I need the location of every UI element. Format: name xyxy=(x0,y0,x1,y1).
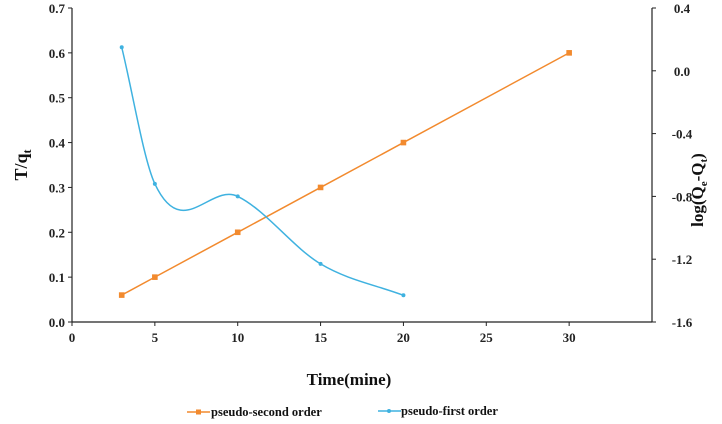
series-line-1 xyxy=(120,47,404,297)
y2-axis-title-part3: ) xyxy=(688,153,707,159)
y2-tick-label-0.0: 0.0 xyxy=(674,64,690,79)
series-1-point-1 xyxy=(152,181,157,186)
series-1-point-4 xyxy=(401,293,406,298)
series-0-point-3 xyxy=(317,184,324,191)
x-tick-label-5: 5 xyxy=(152,330,159,345)
series-0-point-4 xyxy=(400,139,407,146)
legend-marker-second-order xyxy=(196,409,201,415)
y-axis-title-sub: t xyxy=(20,149,34,153)
axes xyxy=(71,8,653,323)
series-1-point-0 xyxy=(119,45,124,50)
series-1-point-2 xyxy=(235,194,240,199)
y-tick-label-0.0: 0.0 xyxy=(49,315,65,330)
y2-axis-title-part1: log(Q xyxy=(688,186,707,227)
x-tick-label-25: 25 xyxy=(480,330,494,345)
series-0-point-2 xyxy=(234,229,241,236)
x-tick-label-15: 15 xyxy=(314,330,328,345)
series-1-point-3 xyxy=(318,261,323,266)
y2-axis-title-sub1: e xyxy=(698,181,710,186)
y2-tick-label--1.2: -1.2 xyxy=(672,252,693,267)
x-axis-title: Time(mine) xyxy=(307,370,392,389)
y2-tick-label--0.4: -0.4 xyxy=(672,127,693,142)
x-tick-label-20: 20 xyxy=(397,330,410,345)
legend-label-first-order: pseudo-first order xyxy=(401,404,498,418)
x-tick-label-0: 0 xyxy=(69,330,76,345)
y2-axis-title: log(Qe-Qt) xyxy=(688,153,710,227)
y2-tick-label--0.8: -0.8 xyxy=(672,189,693,204)
x-tick-label-10: 10 xyxy=(231,330,244,345)
series-0-point-5 xyxy=(566,50,572,56)
legend-item-second-order: pseudo-second order xyxy=(187,405,322,419)
series-0-point-1 xyxy=(152,274,158,280)
y-tick-label-0.3: 0.3 xyxy=(49,180,66,195)
y-axis-title: T/qt xyxy=(11,149,34,180)
legend-label-second-order: pseudo-second order xyxy=(211,405,322,419)
y-axis-title-main: T/q xyxy=(11,153,31,180)
y2-axis-title-part2: -Q xyxy=(688,162,707,181)
legend: pseudo-second order pseudo-first order xyxy=(187,404,498,419)
y-tick-label-0.5: 0.5 xyxy=(49,91,66,106)
y-tick-label-0.2: 0.2 xyxy=(49,225,65,240)
y-tick-label-0.7: 0.7 xyxy=(49,1,66,16)
tick-labels: 0 5 10 15 20 25 30 0.0 0.1 0.2 0.3 0.4 0.5 0.6 0.7 0.4 0… xyxy=(49,1,693,345)
y-tick-label-0.1: 0.1 xyxy=(49,270,65,285)
series-layer xyxy=(118,45,572,298)
y-tick-label-0.4: 0.4 xyxy=(49,136,66,151)
y-tick-label-0.6: 0.6 xyxy=(49,46,66,61)
legend-marker-first-order xyxy=(387,409,391,413)
x-tick-label-30: 30 xyxy=(563,330,576,345)
y2-tick-label-0.4: 0.4 xyxy=(674,1,691,16)
y2-tick-label--1.6: -1.6 xyxy=(672,315,693,330)
y2-axis-title-sub2: t xyxy=(698,158,710,162)
legend-item-first-order: pseudo-first order xyxy=(378,404,498,418)
series-line-0 xyxy=(121,52,570,296)
series-0-point-0 xyxy=(118,292,125,298)
